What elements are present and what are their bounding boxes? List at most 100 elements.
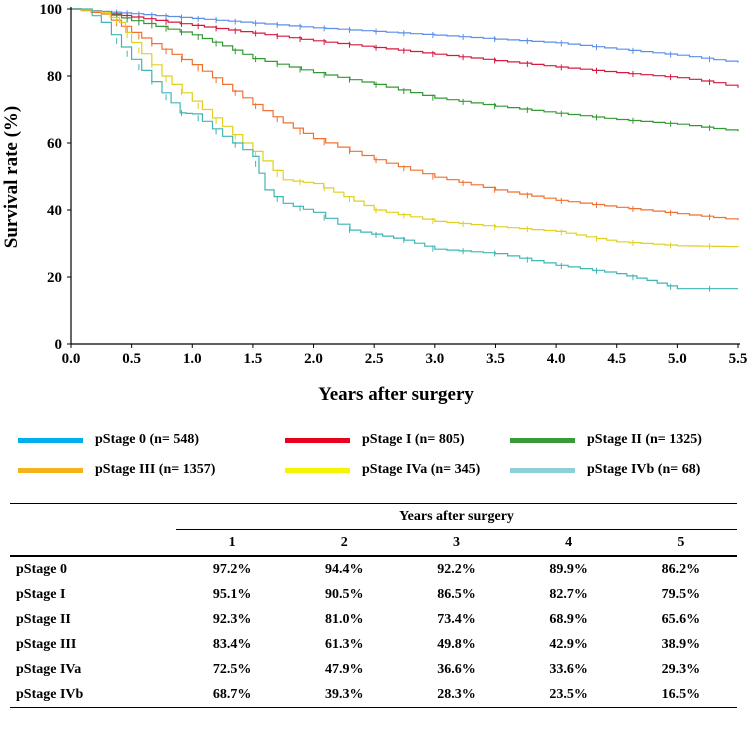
table-column-header: 4: [512, 529, 625, 557]
legend-swatch: [510, 467, 575, 473]
table-cell: 36.6%: [437, 661, 476, 677]
x-tick-label: 5.5: [729, 351, 748, 367]
series-line-3: [71, 8, 739, 221]
legend-item-5: pStage IVb (n= 68): [510, 460, 700, 480]
x-tick-label: 4.5: [607, 351, 626, 367]
censor-marks-3: [116, 20, 711, 221]
table-group-header-row: Years after surgery: [10, 503, 737, 530]
table-column-header: 2: [288, 529, 401, 557]
x-axis-title: Years after surgery: [318, 384, 474, 405]
table-row: pStage III 83.4% 61.3% 49.8% 42.9% 38.9%: [10, 632, 737, 657]
legend: pStage 0 (n= 548) pStage I (n= 805) pSta…: [0, 428, 749, 488]
table-group-header: Years after surgery: [176, 503, 737, 530]
table-cell: 39.3%: [288, 682, 401, 708]
legend-label: pStage IVa (n= 345): [362, 462, 481, 477]
y-axis-title: Survival rate (%): [1, 106, 22, 248]
legend-label: pStage IVb (n= 68): [587, 462, 701, 477]
table-cell: 79.5%: [661, 586, 701, 602]
x-tick-label: 0.0: [62, 351, 81, 367]
legend-item-0: pStage 0 (n= 548): [18, 430, 199, 450]
table-row: pStage II 92.3% 81.0% 73.4% 68.9% 65.6%: [10, 607, 737, 632]
table-column-header: 1: [176, 529, 289, 557]
table-cell: 86.2%: [661, 561, 701, 577]
legend-swatch: [285, 437, 350, 443]
table-cell: 92.3%: [212, 611, 252, 627]
survival-table: Years after surgery 1 2 3 4 5 pStage 0 9…: [10, 503, 737, 708]
x-tick-label: 1.5: [244, 351, 263, 367]
survival-chart: 0.0 0.5 1.0 1.5 2.0 2.5 3.0 3.5 4.0 4.5 5.0 5.5 0 20 4…: [1, 2, 748, 405]
table-column-header: 3: [400, 529, 513, 557]
table-cell: 68.7%: [176, 682, 289, 708]
x-tick-label: 3.0: [425, 351, 444, 367]
table-cell: 90.5%: [325, 586, 364, 602]
row-label: pStage III: [16, 636, 77, 652]
table-row: pStage IVb 68.7% 39.3% 28.3% 23.5% 16.5%: [10, 682, 737, 708]
table-cell: 23.5%: [512, 682, 625, 708]
table-cell: 65.6%: [661, 611, 701, 627]
row-label: pStage 0: [16, 561, 67, 577]
table-cell: 61.3%: [325, 636, 364, 652]
series-line-5: [71, 8, 738, 290]
table-cell: 49.8%: [437, 636, 476, 652]
axes: 0.0 0.5 1.0 1.5 2.0 2.5 3.0 3.5 4.0 4.5 5.0 5.5 0 20 4…: [40, 2, 748, 367]
table-cell: 83.4%: [212, 636, 252, 652]
legend-label: pStage I (n= 805): [362, 432, 465, 447]
table-cell: 29.3%: [661, 661, 701, 677]
series-layer: [71, 8, 739, 292]
table-row: pStage IVa 72.5% 47.9% 36.6% 33.6% 29.3%: [10, 657, 737, 682]
y-tick-label: 60: [47, 136, 62, 152]
x-tick-label: 4.0: [547, 351, 566, 367]
row-label: pStage IVb: [10, 682, 176, 708]
censor-marks-4: [116, 17, 711, 250]
legend-swatch: [285, 467, 350, 473]
legend-swatch: [510, 437, 575, 443]
table-cell: 72.5%: [212, 661, 252, 677]
legend-item-3: pStage III (n= 1357): [18, 460, 215, 480]
series-line-4: [71, 8, 739, 248]
table-cell: 68.9%: [549, 611, 588, 627]
table-row: pStage 0 97.2% 94.4% 92.2% 89.9% 86.2%: [10, 556, 737, 582]
table-column-header-row: 1 2 3 4 5: [10, 529, 737, 557]
series-line-0: [71, 8, 739, 63]
legend-swatch: [18, 467, 83, 473]
table-cell: 94.4%: [325, 561, 364, 577]
table-cell: 92.2%: [437, 561, 476, 577]
table-cell: 82.7%: [549, 586, 588, 602]
table-cell: 97.2%: [212, 561, 252, 577]
legend-item-2: pStage II (n= 1325): [510, 430, 702, 450]
x-tick-label: 3.5: [486, 351, 505, 367]
censor-marks-5: [116, 38, 711, 292]
series-line-1: [71, 8, 739, 88]
y-tick-label: 40: [47, 203, 62, 219]
x-tick-label: 2.5: [365, 351, 384, 367]
legend-item-1: pStage I (n= 805): [285, 430, 464, 450]
row-label: pStage IVa: [16, 661, 82, 677]
y-tick-label: 0: [55, 337, 63, 353]
censor-marks-2: [116, 13, 711, 131]
row-label: pStage II: [16, 611, 71, 627]
table-cell: 81.0%: [325, 611, 364, 627]
table-cell: 33.6%: [549, 661, 588, 677]
table-cell: 47.9%: [325, 661, 364, 677]
table-cell: 16.5%: [624, 682, 737, 708]
table-cell: 73.4%: [437, 611, 476, 627]
table-cell: 95.1%: [212, 586, 252, 602]
legend-item-4: pStage IVa (n= 345): [285, 460, 480, 480]
row-label: pStage I: [16, 586, 66, 602]
censor-marks-1: [116, 11, 711, 86]
table-column-header: 5: [624, 529, 737, 557]
legend-label: pStage 0 (n= 548): [95, 432, 200, 447]
y-tick-label: 100: [40, 2, 63, 18]
y-tick-label: 20: [47, 270, 62, 286]
table-cell: 42.9%: [549, 636, 588, 652]
table-cell: 28.3%: [400, 682, 513, 708]
x-tick-label: 5.0: [668, 351, 687, 367]
legend-swatch: [18, 437, 83, 443]
x-tick-label: 1.0: [183, 351, 202, 367]
censor-marks-0: [116, 9, 711, 63]
x-tick-label: 0.5: [122, 351, 141, 367]
y-tick-label: 80: [47, 69, 62, 85]
series-line-2: [71, 8, 739, 132]
table-row: pStage I 95.1% 90.5% 86.5% 82.7% 79.5%: [10, 582, 737, 607]
table-cell: 38.9%: [661, 636, 701, 652]
